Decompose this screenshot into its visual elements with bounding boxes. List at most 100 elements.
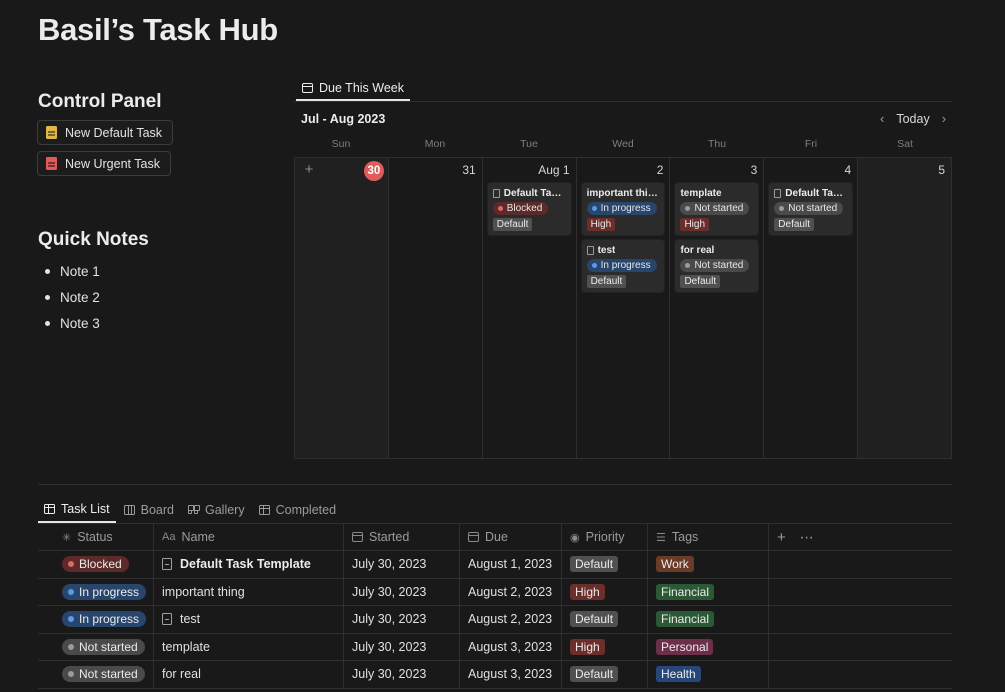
calendar-task-card[interactable]: template Not started High	[675, 183, 759, 235]
calendar-day-cell[interactable]: 3 template Not started High for real Not star…	[670, 158, 765, 458]
status-dot-icon	[779, 205, 785, 211]
due-cell[interactable]: August 3, 2023	[460, 633, 562, 660]
name-cell[interactable]: test	[154, 606, 344, 633]
calendar-day-cell[interactable]: 4 Default Task... Not started Default	[764, 158, 859, 458]
due-cell[interactable]: August 2, 2023	[460, 606, 562, 633]
name-cell[interactable]: template	[154, 633, 344, 660]
tab-due-this-week[interactable]: Due This Week	[296, 76, 410, 101]
today-button[interactable]: Today	[896, 111, 930, 126]
chevron-right-icon[interactable]: ›	[941, 111, 947, 126]
due-cell[interactable]: August 3, 2023	[460, 661, 562, 688]
tags-cell[interactable]: Personal	[648, 633, 769, 660]
calendar-task-card[interactable]: important thing In progress High	[581, 183, 665, 235]
priority-cell[interactable]: Default	[562, 606, 648, 633]
add-column-area: + ⋯	[769, 524, 952, 550]
priority-cell[interactable]: Default	[562, 551, 648, 578]
control-panel-heading: Control Panel	[38, 91, 162, 112]
started-cell[interactable]: July 30, 2023	[344, 551, 460, 578]
priority-cell[interactable]: Default	[562, 661, 648, 688]
status-cell[interactable]: In progress	[38, 578, 154, 605]
status-badge: Not started	[62, 638, 145, 655]
status-badge: Blocked	[62, 556, 129, 573]
due-cell[interactable]: August 2, 2023	[460, 578, 562, 605]
note-item[interactable]: Note 2	[45, 284, 100, 310]
column-header-started[interactable]: Started	[344, 524, 460, 550]
new-default-task-label: New Default Task	[65, 125, 163, 140]
table-row[interactable]: In progress test July 30, 2023 August 2, 20…	[38, 606, 952, 634]
column-header-status[interactable]: ✳ Status	[38, 524, 154, 550]
column-header-tags[interactable]: ☰ Tags	[648, 524, 769, 550]
task-name[interactable]: important thing	[162, 584, 245, 599]
day-number: 3	[750, 163, 758, 177]
status-dot-icon	[68, 588, 74, 595]
name-cell[interactable]: for real	[154, 661, 344, 688]
status-badge: Not started	[680, 201, 750, 215]
status-cell[interactable]: Blocked	[38, 551, 154, 578]
column-header-due[interactable]: Due	[460, 524, 562, 550]
note-item[interactable]: Note 3	[45, 310, 100, 336]
task-name[interactable]: template	[162, 639, 210, 654]
chevron-left-icon[interactable]: ‹	[880, 111, 885, 126]
tab-divider	[294, 101, 952, 102]
task-name[interactable]: for real	[162, 667, 201, 682]
table-row[interactable]: Not started template July 30, 2023 August 3…	[38, 633, 952, 661]
calendar-day-cell[interactable]: +30	[295, 158, 389, 458]
started-cell[interactable]: July 30, 2023	[344, 606, 460, 633]
status-text: Not started	[79, 639, 138, 654]
started-cell[interactable]: July 30, 2023	[344, 633, 460, 660]
table-row[interactable]: In progress important thing July 30, 2023 A…	[38, 578, 952, 606]
task-name[interactable]: test	[180, 612, 201, 627]
status-cell[interactable]: In progress	[38, 606, 154, 633]
priority-badge: Default	[680, 274, 721, 288]
calendar-day-cell[interactable]: 2 important thing In progress High test In pr…	[577, 158, 671, 458]
tab-label: Gallery	[205, 502, 245, 517]
tags-cell[interactable]: Health	[648, 661, 769, 688]
calendar-day-cell[interactable]: 5	[858, 158, 952, 458]
status-spinner-icon: ✳	[62, 531, 72, 544]
started-cell[interactable]: July 30, 2023	[344, 661, 460, 688]
plus-icon[interactable]: +	[777, 528, 786, 546]
page-doc-icon	[586, 245, 594, 255]
tab-task-list[interactable]: Task List	[38, 496, 116, 523]
card-title-text: test	[597, 244, 616, 256]
task-name[interactable]: Default Task Template	[180, 557, 311, 572]
priority-cell[interactable]: High	[562, 578, 648, 605]
priority-badge: High	[570, 583, 605, 600]
list-icon: ☰	[656, 531, 666, 544]
column-label: Due	[485, 530, 508, 544]
tab-gallery[interactable]: Gallery	[182, 496, 251, 523]
table-row[interactable]: Not started for real July 30, 2023 August 3…	[38, 661, 952, 689]
status-badge: Not started	[680, 258, 750, 272]
new-default-task-button[interactable]: New Default Task	[37, 120, 174, 145]
calendar-day-cell[interactable]: Aug 1 Default Task... Blocked Default	[483, 158, 577, 458]
calendar-task-card[interactable]: test In progress Default	[581, 240, 665, 292]
page-title: Basil’s Task Hub	[38, 12, 278, 47]
tags-cell[interactable]: Financial	[648, 578, 769, 605]
more-options-icon[interactable]: ⋯	[799, 528, 815, 545]
started-cell[interactable]: July 30, 2023	[344, 578, 460, 605]
calendar-day-cell[interactable]: 31	[389, 158, 483, 458]
calendar-task-card[interactable]: for real Not started Default	[675, 240, 759, 292]
tab-completed[interactable]: Completed	[253, 496, 342, 523]
tab-board[interactable]: Board	[118, 496, 180, 523]
calendar-task-card[interactable]: Default Task... Not started Default	[769, 183, 853, 235]
status-cell[interactable]: Not started	[38, 633, 154, 660]
status-text: In progress	[600, 259, 651, 271]
column-header-priority[interactable]: ◉ Priority	[562, 524, 648, 550]
status-cell[interactable]: Not started	[38, 661, 154, 688]
status-badge: Not started	[62, 666, 145, 683]
tags-cell[interactable]: Financial	[648, 606, 769, 633]
name-cell[interactable]: Default Task Template	[154, 551, 344, 578]
table-icon	[44, 503, 55, 514]
due-cell[interactable]: August 1, 2023	[460, 551, 562, 578]
table-row[interactable]: Blocked Default Task Template July 30, 202…	[38, 551, 952, 579]
column-header-name[interactable]: Aa Name	[154, 524, 344, 550]
calendar-task-card[interactable]: Default Task... Blocked Default	[487, 183, 571, 235]
weekday-label: Wed	[612, 138, 634, 150]
tags-cell[interactable]: Work	[648, 551, 769, 578]
name-cell[interactable]: important thing	[154, 578, 344, 605]
priority-cell[interactable]: High	[562, 633, 648, 660]
note-item[interactable]: Note 1	[45, 258, 100, 284]
new-urgent-task-button[interactable]: New Urgent Task	[37, 151, 171, 176]
add-event-plus-icon[interactable]: +	[304, 161, 314, 178]
